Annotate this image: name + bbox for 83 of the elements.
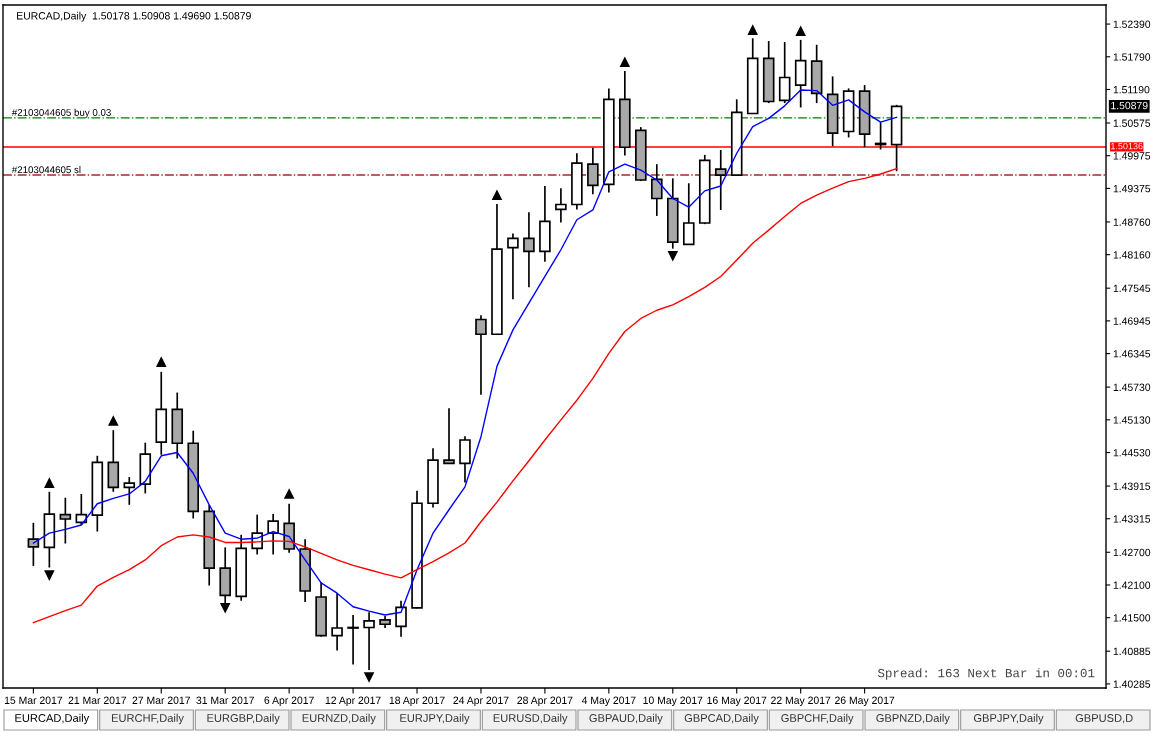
- candlestick: [347, 614, 359, 666]
- candlestick: [443, 407, 455, 465]
- x-tick-label: 4 May 2017: [581, 696, 636, 707]
- y-tick-label: 1.40285: [1113, 680, 1151, 688]
- text: GBPJPY,Daily: [973, 713, 1044, 725]
- point: [747, 25, 758, 35]
- point: [44, 478, 55, 488]
- point: [284, 489, 295, 499]
- y-tick-label: 1.46945: [1113, 317, 1151, 325]
- y-tick-label: 1.47545: [1113, 284, 1151, 293]
- text: EURUSD,Daily: [493, 713, 568, 725]
- text: EURCHF,Daily: [111, 713, 184, 725]
- y-tick-label: 1.44530: [1113, 449, 1151, 457]
- candlestick: [507, 232, 519, 301]
- y-tick-label: 1.50575: [1113, 119, 1151, 127]
- x-tick-label: 28 Apr 2017: [517, 696, 573, 707]
- text: GBPAUD,Daily: [589, 713, 663, 725]
- point: [44, 570, 55, 581]
- y-tick-label: 1.42100: [1113, 581, 1151, 589]
- text: GBPUSD,D: [1075, 714, 1133, 724]
- y-tick-label: 1.52390: [1113, 20, 1151, 28]
- y-tick-label: 1.46345: [1113, 350, 1151, 358]
- text: EURCAD,Daily: [15, 713, 90, 725]
- x-tick-label: 6 Apr 2017: [264, 696, 314, 707]
- y-tick-label: 1.51790: [1113, 53, 1151, 61]
- candlestick: [587, 146, 599, 195]
- y-tick-label: 1.43915: [1113, 482, 1151, 490]
- candlestick: [555, 187, 567, 224]
- candlestick: [475, 314, 487, 396]
- point: [364, 672, 374, 682]
- point: [220, 603, 231, 613]
- text: GBPNZD,Daily: [876, 713, 950, 725]
- text: 1.50879: [1111, 101, 1148, 110]
- x-tick-label: 21 Mar 2017: [68, 696, 127, 704]
- point: [619, 57, 630, 68]
- x-tick-label: 27 Mar 2017: [132, 696, 190, 704]
- y-tick-label: 1.40885: [1113, 647, 1151, 656]
- y-tick-label: 1.41500: [1113, 614, 1151, 622]
- x-tick-label: 24 Apr 2017: [453, 696, 509, 707]
- text: EURCAD,Daily 1.50178 1.50908 1.49690 1.50879: [17, 11, 251, 22]
- x-tick-label: 15 Mar 2017: [4, 696, 63, 704]
- ref-line-label: 1.50136: [1111, 142, 1143, 150]
- ref-line-label: #2103044605 sl: [11, 166, 81, 174]
- y-tick-label: 1.48160: [1113, 251, 1151, 259]
- x-tick-label: 22 May 2017: [771, 696, 831, 707]
- candlestick: [682, 182, 695, 246]
- x-tick-label: 10 May 2017: [643, 696, 703, 707]
- y-tick-label: 1.42700: [1113, 548, 1151, 557]
- y-tick-label: 1.45130: [1113, 416, 1151, 424]
- y-tick-label: 1.45730: [1113, 383, 1151, 391]
- candlestick: [363, 611, 375, 671]
- point: [156, 357, 167, 367]
- text: EURGBP,Daily: [207, 713, 280, 725]
- text: GBPCAD,Daily: [684, 713, 759, 725]
- text: GBPCHF,Daily: [781, 713, 854, 725]
- y-tick-label: 1.43315: [1113, 515, 1151, 523]
- candlestick: [651, 163, 663, 217]
- x-tick-label: 26 May 2017: [835, 696, 895, 707]
- annotation: Spread: 163 Next Bar in 00:01: [877, 668, 1095, 680]
- text: EURNZD,Daily: [302, 713, 376, 725]
- point: [108, 416, 119, 426]
- ref-line-label: #2103044605 buy 0.03: [11, 108, 111, 118]
- y-tick-label: 1.51190: [1113, 85, 1150, 94]
- x-tick-label: 31 Mar 2017: [196, 696, 254, 704]
- candlestick: [123, 476, 136, 506]
- candlestick: [714, 149, 727, 211]
- y-tick-label: 1.49975: [1113, 152, 1151, 160]
- candlestick: [331, 592, 343, 652]
- y-tick-label: 1.49375: [1113, 184, 1151, 193]
- x-tick-label: 18 Apr 2017: [389, 696, 445, 707]
- y-tick-label: 1.48760: [1113, 218, 1151, 226]
- candlestick: [459, 435, 471, 484]
- x-tick-label: 16 May 2017: [707, 696, 767, 707]
- point: [795, 26, 806, 37]
- candlestick: [267, 513, 279, 556]
- x-tick-label: 12 Apr 2017: [325, 696, 381, 707]
- candlestick: [778, 41, 791, 104]
- text: EURJPY,Daily: [400, 713, 470, 725]
- candlestick: [27, 522, 40, 567]
- candlestick: [523, 211, 535, 289]
- point: [667, 250, 678, 261]
- point: [492, 190, 502, 201]
- candlestick: [59, 496, 72, 545]
